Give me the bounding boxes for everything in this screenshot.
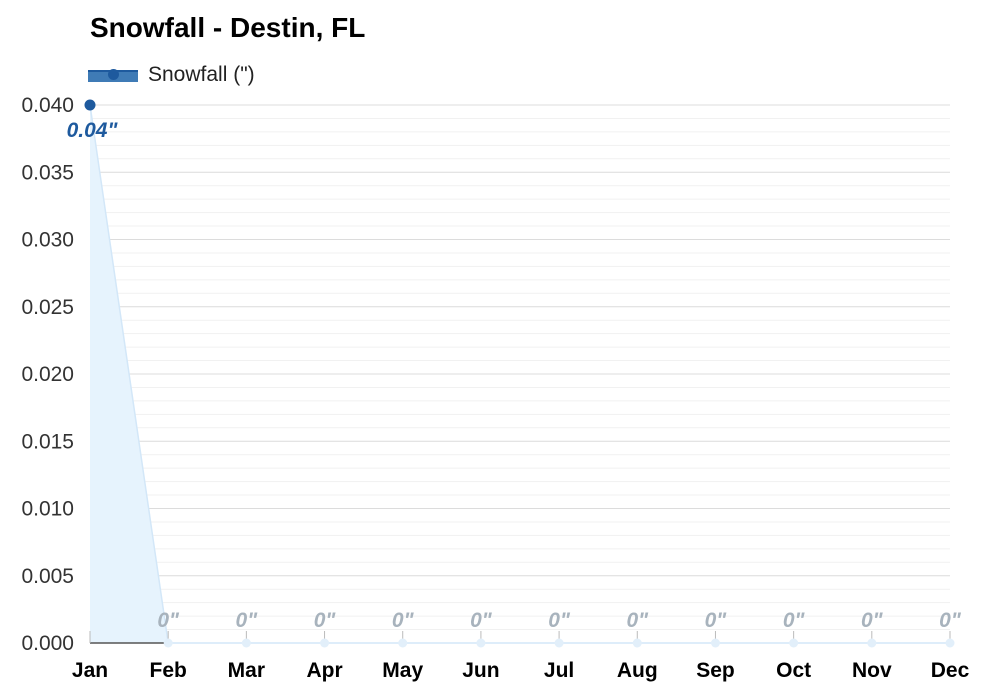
data-label: 0.04" <box>67 119 119 142</box>
y-tick-label: 0.030 <box>21 229 74 252</box>
x-tick-label: May <box>382 659 423 682</box>
x-tick-label: Oct <box>776 659 811 682</box>
y-tick-label: 0.005 <box>21 565 74 588</box>
data-point <box>867 638 877 648</box>
legend-swatch <box>88 66 138 84</box>
y-tick-label: 0.010 <box>21 498 74 521</box>
data-point <box>789 638 799 648</box>
data-point <box>945 638 955 648</box>
data-point <box>241 638 251 648</box>
x-tick-label: Feb <box>150 659 187 682</box>
grid <box>90 104 950 644</box>
x-tick-label: Jan <box>72 659 108 682</box>
legend-label: Snowfall (") <box>148 63 255 86</box>
series-points <box>84 99 955 648</box>
data-label: 0" <box>626 609 649 632</box>
y-tick-label: 0.000 <box>21 632 74 655</box>
data-label: 0" <box>783 609 806 632</box>
x-tick-label: Aug <box>617 659 658 682</box>
data-point <box>163 638 173 648</box>
chart-title: Snowfall - Destin, FL <box>90 12 366 43</box>
data-label: 0" <box>236 609 259 632</box>
y-tick-label: 0.025 <box>21 296 74 319</box>
data-label: 0" <box>939 609 962 632</box>
data-label: 0" <box>470 609 493 632</box>
data-point <box>84 99 96 111</box>
x-tick-label: Nov <box>852 659 892 682</box>
data-label: 0" <box>314 609 337 632</box>
x-tick-label: Apr <box>306 659 342 682</box>
data-point <box>710 638 720 648</box>
x-tick-label: Mar <box>228 659 265 682</box>
data-point <box>632 638 642 648</box>
data-point <box>554 638 564 648</box>
data-label: 0" <box>392 609 415 632</box>
data-label: 0" <box>861 609 884 632</box>
y-tick-label: 0.020 <box>21 363 74 386</box>
y-tick-label: 0.015 <box>21 430 74 453</box>
data-label: 0" <box>157 609 180 632</box>
x-tick-label: Jul <box>544 659 574 682</box>
x-axis: Jan Feb Mar Apr May Jun Jul Aug Sep Oct Nov Dec <box>72 631 970 682</box>
data-point <box>320 638 330 648</box>
y-axis: 0.000 0.005 0.010 0.015 0.020 0.025 0.030 0.035… <box>21 94 74 655</box>
data-label: 0" <box>705 609 728 632</box>
x-tick-label: Sep <box>696 659 735 682</box>
data-labels: 0.04" 0" 0" 0" 0" 0" 0" 0" 0" 0" 0" 0" <box>67 119 962 632</box>
x-tick-label: Dec <box>931 659 970 682</box>
data-point <box>476 638 486 648</box>
data-label: 0" <box>548 609 571 632</box>
data-point <box>398 638 408 648</box>
series-area <box>89 104 950 644</box>
legend[interactable]: Snowfall (") <box>88 60 255 90</box>
x-tick-label: Jun <box>462 659 499 682</box>
series-line <box>89 104 950 644</box>
y-tick-label: 0.035 <box>21 161 74 184</box>
y-tick-label: 0.040 <box>21 94 74 117</box>
